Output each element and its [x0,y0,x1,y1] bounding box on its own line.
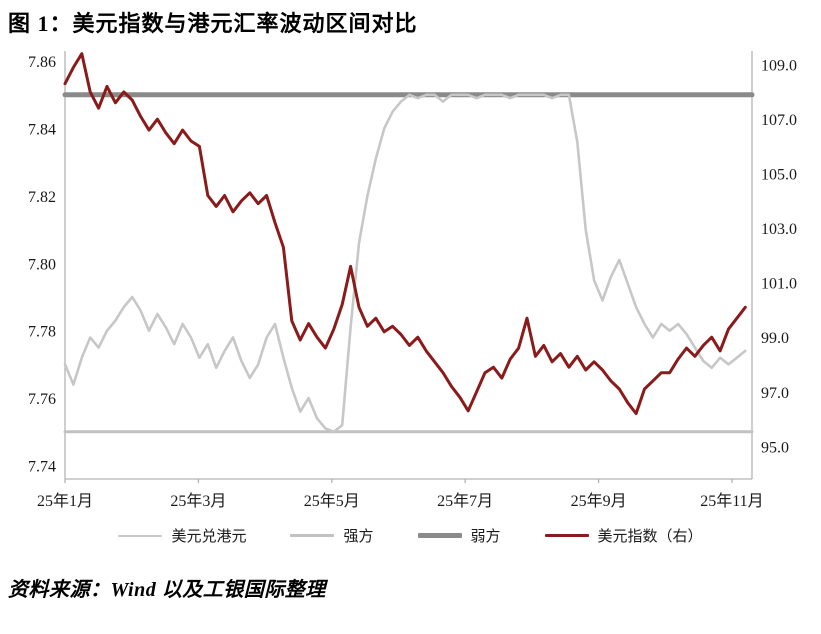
right-axis-tick-label: 109.0 [761,57,797,74]
left-axis-tick-label: 7.82 [28,189,56,206]
left-axis-tick-label: 7.80 [28,256,56,273]
legend-line-swatch [118,534,163,537]
left-axis-tick-label: 7.78 [28,323,56,340]
figure-title: 图 1：美元指数与港元汇率波动区间对比 [8,11,418,36]
right-axis-tick-label: 105.0 [761,166,797,183]
right-axis-tick-label: 95.0 [761,439,789,456]
right-axis-tick-label: 99.0 [761,330,789,347]
legend-line-swatch [417,533,462,538]
x-axis-tick-label: 25年3月 [170,492,226,510]
series-line-hkd [63,93,747,433]
legend-item: 美元指数（右） [544,525,703,546]
legend-item: 弱方 [417,525,501,546]
left-axis-tick-label: 7.74 [28,458,56,475]
line-chart: 7.86 7.84 7.82 7.80 7.78 7.76 7.74 109.0 107.0 10… [28,50,797,510]
x-axis-tick-label: 25年1月 [37,492,93,510]
legend-item: 美元兑港元 [118,525,246,546]
chart-area: 7.86 7.84 7.82 7.80 7.78 7.76 7.74 109.0 107.0 10… [0,41,821,523]
right-axis-tick-label: 103.0 [761,221,797,238]
series-line-usd-index [63,51,747,415]
legend-item: 强方 [290,525,374,546]
left-axis-tick-label: 7.86 [28,54,56,71]
legend-label: 弱方 [470,529,501,546]
left-axis-tick-label: 7.84 [28,121,56,138]
x-axis-tick-label: 25年5月 [304,492,360,510]
right-axis-tick-label: 101.0 [761,275,797,292]
legend-label: 美元指数（右） [597,529,703,546]
legend-label: 美元兑港元 [171,529,247,546]
right-axis-tick-label: 107.0 [761,112,797,129]
legend-line-swatch [544,534,589,537]
x-axis-tick-label: 25年9月 [571,492,627,510]
x-axis-tick-label: 25年11月 [700,492,763,510]
right-axis-tick-label: 97.0 [761,384,789,401]
legend-label: 强方 [343,529,374,546]
source-note: 资料来源：Wind 以及工银国际整理 [8,578,326,601]
left-axis-tick-label: 7.76 [28,391,56,408]
x-axis-tick-label: 25年7月 [437,492,493,510]
legend-line-swatch [290,534,335,537]
chart-legend: 美元兑港元 强方 弱方 美元指数（右） [0,523,821,549]
